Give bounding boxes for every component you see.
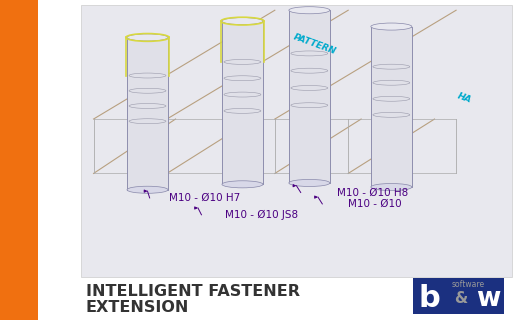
Text: w: w <box>476 286 500 312</box>
Bar <box>81 5 512 277</box>
Text: M10 - Ø10 H7: M10 - Ø10 H7 <box>169 193 240 203</box>
Bar <box>0 0 38 320</box>
Bar <box>127 37 168 190</box>
Text: EXTENSION: EXTENSION <box>86 300 189 315</box>
Text: b: b <box>419 284 440 313</box>
Ellipse shape <box>127 34 168 41</box>
Ellipse shape <box>289 7 330 14</box>
Ellipse shape <box>127 186 168 193</box>
Text: &: & <box>454 291 467 306</box>
Bar <box>222 21 263 184</box>
Ellipse shape <box>289 180 330 187</box>
Bar <box>289 10 330 183</box>
Text: M10 - Ø10: M10 - Ø10 <box>348 199 402 209</box>
Text: M10 - Ø10 H8: M10 - Ø10 H8 <box>337 188 409 197</box>
Text: software: software <box>451 280 485 289</box>
Ellipse shape <box>371 183 412 191</box>
Text: PATTERN: PATTERN <box>292 32 337 56</box>
Bar <box>371 27 412 187</box>
Text: INTELLIGENT FASTENER: INTELLIGENT FASTENER <box>86 284 300 299</box>
Text: M10 - Ø10 JS8: M10 - Ø10 JS8 <box>225 210 298 220</box>
Bar <box>413 278 504 314</box>
Ellipse shape <box>222 181 263 188</box>
Ellipse shape <box>222 18 263 25</box>
Ellipse shape <box>371 23 412 30</box>
Text: HA: HA <box>456 91 473 105</box>
